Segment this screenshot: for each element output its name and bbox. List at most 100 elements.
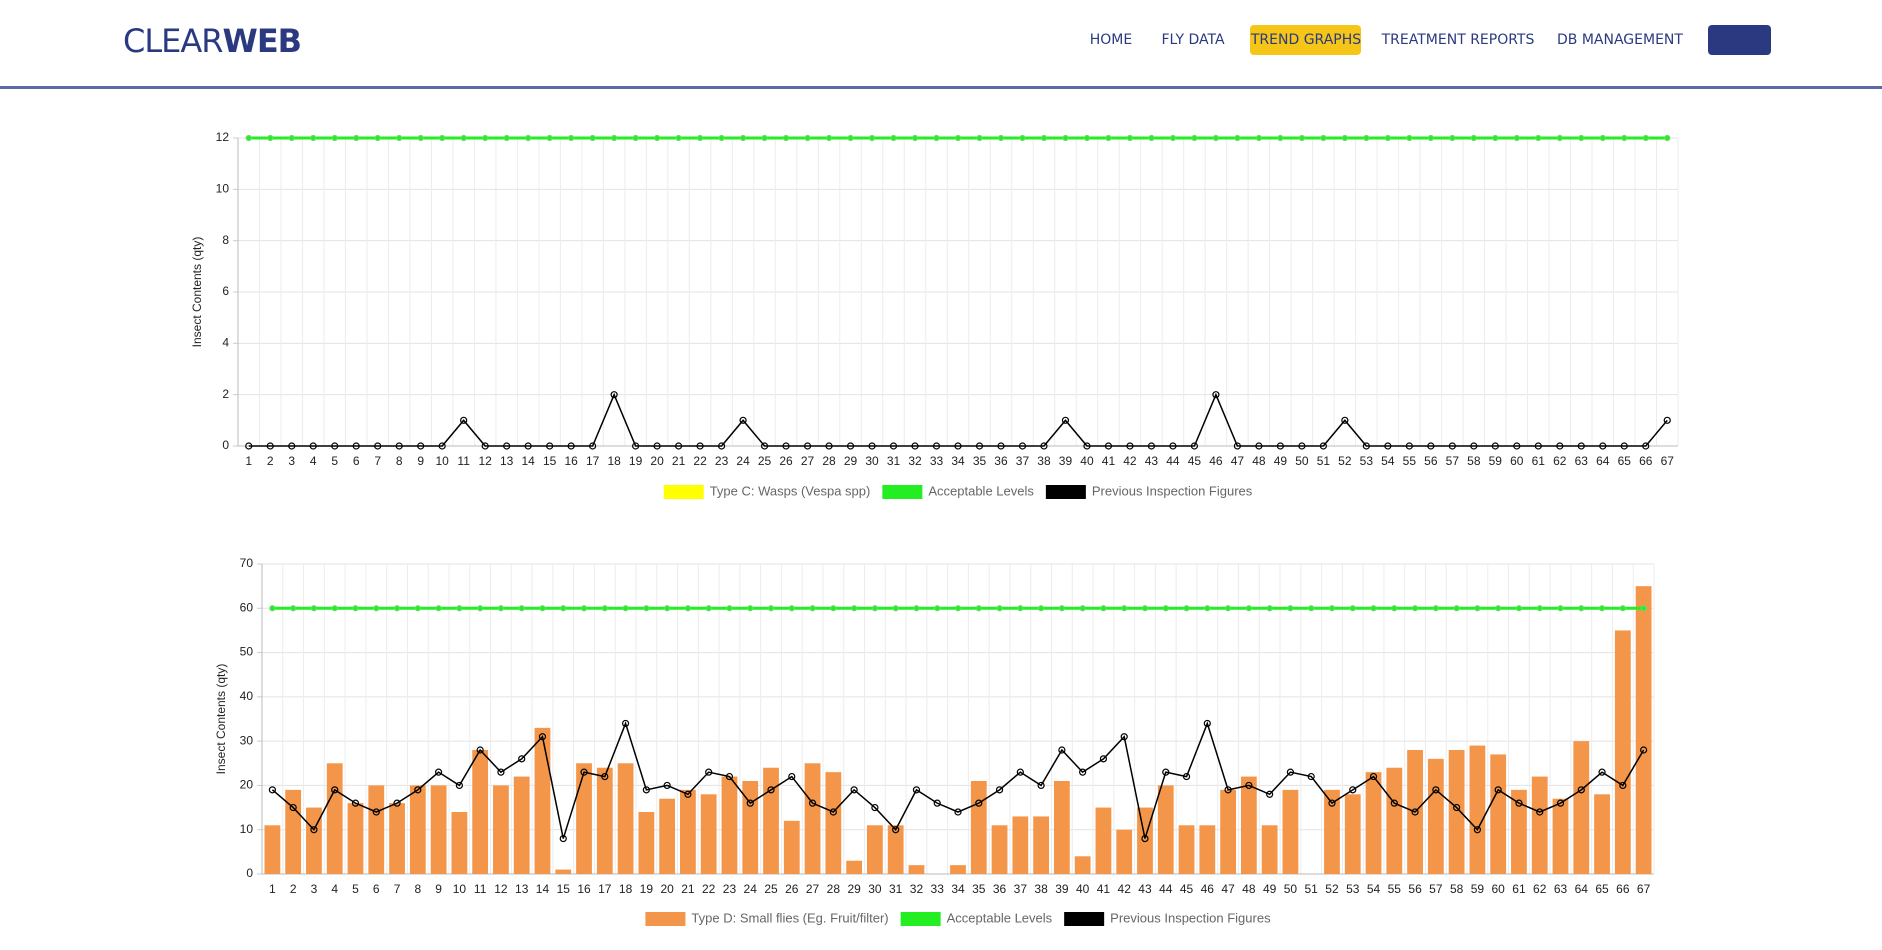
point [782, 134, 790, 142]
x-tick-label: 61 [1532, 454, 1546, 468]
point [1126, 134, 1134, 142]
legend-swatch [882, 485, 923, 499]
x-tick-label: 19 [640, 882, 654, 896]
bar [1573, 741, 1590, 874]
point [696, 442, 704, 450]
x-tick-label: 35 [972, 882, 986, 896]
point [1287, 605, 1294, 612]
x-tick-label: 21 [681, 882, 695, 896]
point [1620, 442, 1628, 450]
point [460, 134, 467, 142]
point [675, 134, 682, 142]
point [726, 605, 733, 612]
point [1266, 790, 1274, 798]
point [1120, 733, 1128, 741]
bar [1490, 754, 1507, 874]
x-tick-label: 15 [557, 882, 571, 896]
x-tick-label: 31 [889, 882, 903, 896]
point [932, 442, 941, 450]
point [803, 442, 812, 450]
x-tick-label: 3 [311, 882, 318, 896]
nav-link[interactable]: TREATMENT REPORTS [1381, 32, 1535, 48]
x-tick-label: 24 [736, 454, 750, 468]
point [889, 442, 898, 450]
point [567, 442, 575, 450]
x-tick-label: 2 [290, 882, 297, 896]
x-tick-label: 40 [1080, 454, 1094, 468]
x-tick-label: 14 [536, 882, 550, 896]
point [1363, 134, 1370, 142]
point [351, 799, 360, 807]
point [1534, 442, 1542, 450]
nav-link[interactable]: DB MANAGEMENT [1557, 32, 1683, 48]
logout-button[interactable] [1708, 25, 1771, 55]
x-tick-label: 30 [865, 454, 879, 468]
legend-label: Type C: Wasps (Vespa spp) [710, 483, 871, 498]
x-tick-label: 55 [1403, 454, 1417, 468]
point [1640, 746, 1648, 754]
nav-link[interactable]: TREND GRAPHS [1250, 32, 1361, 48]
point [1100, 605, 1107, 612]
x-tick-label: 25 [764, 882, 778, 896]
point [518, 605, 525, 612]
point [1556, 799, 1565, 807]
logout-label[interactable]: LOGOUT [1710, 32, 1769, 48]
x-tick-label: 48 [1252, 454, 1266, 468]
point [417, 442, 425, 450]
point [868, 442, 876, 450]
point [913, 605, 920, 612]
point [1492, 134, 1499, 142]
x-tick-label: 66 [1616, 882, 1630, 896]
x-tick-label: 64 [1575, 882, 1589, 896]
bar [1137, 807, 1153, 874]
legend-label: Previous Inspection Figures [1092, 483, 1253, 498]
point [417, 134, 424, 142]
point [266, 442, 274, 450]
bar [409, 785, 426, 874]
point [1126, 442, 1134, 450]
logo[interactable]: CLEARWEB [123, 22, 302, 60]
point [1058, 605, 1065, 612]
x-tick-label: 32 [910, 882, 924, 896]
x-tick-label: 66 [1639, 454, 1653, 468]
x-tick-label: 53 [1346, 882, 1360, 896]
point [1298, 442, 1306, 450]
bar [680, 789, 696, 874]
nav-link[interactable]: FLY DATA [1161, 32, 1224, 48]
bar [825, 772, 842, 874]
point [825, 442, 833, 450]
point [524, 442, 532, 450]
bar [1033, 816, 1049, 874]
legend-swatch [645, 912, 686, 926]
point [1513, 442, 1521, 450]
point [331, 786, 339, 794]
point [309, 442, 317, 450]
y-tick-label: 20 [240, 778, 254, 792]
point [580, 605, 588, 612]
point [482, 134, 489, 142]
point [1491, 442, 1499, 450]
point [1664, 134, 1671, 142]
x-tick-label: 34 [951, 882, 965, 896]
point [374, 442, 382, 450]
x-tick-label: 54 [1381, 454, 1395, 468]
x-tick-label: 5 [331, 454, 338, 468]
x-tick-label: 30 [868, 882, 882, 896]
x-tick-label: 13 [500, 454, 514, 468]
bar [908, 865, 925, 874]
x-tick-label: 19 [629, 454, 643, 468]
y-tick-label: 4 [222, 336, 229, 350]
point [1515, 605, 1523, 612]
point [310, 134, 317, 142]
point [975, 605, 982, 612]
x-tick-label: 20 [660, 882, 674, 896]
point [1642, 442, 1650, 450]
point [1276, 442, 1284, 450]
x-tick-label: 10 [435, 454, 449, 468]
point [1079, 768, 1087, 776]
point [1234, 134, 1241, 142]
bar [1282, 789, 1299, 874]
bar [326, 763, 343, 874]
nav-link[interactable]: HOME [1090, 32, 1132, 48]
point [1453, 803, 1461, 812]
